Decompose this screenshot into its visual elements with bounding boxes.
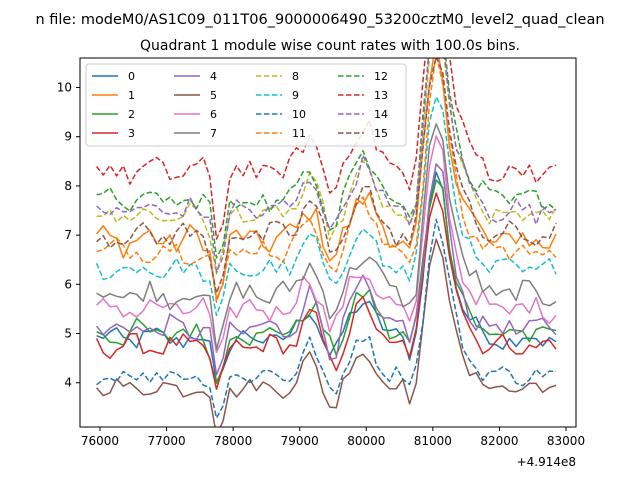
- series-line-5: [96, 238, 557, 427]
- legend-label-6: 6: [210, 108, 217, 121]
- legend-frame: [85, 63, 407, 147]
- series-line-7: [96, 123, 557, 351]
- legend-label-13: 13: [374, 89, 388, 102]
- series-line-9: [95, 96, 557, 317]
- y-tick-label: 4: [64, 376, 72, 390]
- figure-suptitle: n file: modeM0/AS1C09_011T06_9000006490_…: [35, 12, 604, 28]
- x-tick-label: 76000: [81, 434, 119, 448]
- legend-label-9: 9: [292, 89, 299, 102]
- legend-label-12: 12: [374, 70, 388, 83]
- legend-label-4: 4: [210, 70, 217, 83]
- x-tick-label: 81000: [414, 434, 452, 448]
- y-tick-label: 9: [64, 130, 72, 144]
- y-tick-label: 5: [64, 327, 72, 341]
- legend-label-3: 3: [128, 127, 135, 140]
- legend-label-11: 11: [292, 127, 306, 140]
- series-layer: [95, 58, 557, 427]
- x-axis-offset-label: +4.914e8: [517, 455, 576, 469]
- series-line-6: [96, 135, 557, 354]
- legend-label-15: 15: [374, 127, 388, 140]
- y-tick-label: 8: [64, 179, 72, 193]
- legend-label-0: 0: [128, 70, 135, 83]
- series-line-10: [96, 218, 557, 419]
- series-line-14: [96, 58, 557, 273]
- legend-label-2: 2: [128, 108, 135, 121]
- x-tick-label: 83000: [547, 434, 585, 448]
- legend-label-10: 10: [292, 108, 306, 121]
- legend-label-8: 8: [292, 70, 299, 83]
- axes-frame: [79, 57, 577, 428]
- x-tick-label: 78000: [214, 434, 252, 448]
- y-tick-label: 6: [64, 277, 72, 291]
- y-axis: 4 5 6 7 8 9 10: [57, 81, 80, 390]
- series-line-4: [96, 163, 557, 376]
- series-line-13: [96, 58, 557, 240]
- y-tick-label: 7: [64, 228, 72, 242]
- y-tick-label: 10: [57, 81, 72, 95]
- series-line-1: [96, 58, 557, 300]
- x-tick-label: 77000: [147, 434, 185, 448]
- legend-label-7: 7: [210, 127, 217, 140]
- x-tick-label: 79000: [281, 434, 319, 448]
- chart-title: Quadrant 1 module wise count rates with …: [140, 38, 520, 54]
- series-line-8: [96, 58, 557, 275]
- legend-label-1: 1: [128, 89, 135, 102]
- legend-label-5: 5: [210, 89, 217, 102]
- series-line-11: [96, 58, 557, 304]
- x-tick-label: 82000: [480, 434, 518, 448]
- x-tick-label: 80000: [347, 434, 385, 448]
- series-line-2: [96, 179, 557, 385]
- legend-label-14: 14: [374, 108, 388, 121]
- series-line-12: [96, 58, 557, 259]
- x-axis: 76000 77000 78000 79000 80000 81000 82000 83000: [81, 427, 585, 448]
- series-line-15: [96, 58, 557, 294]
